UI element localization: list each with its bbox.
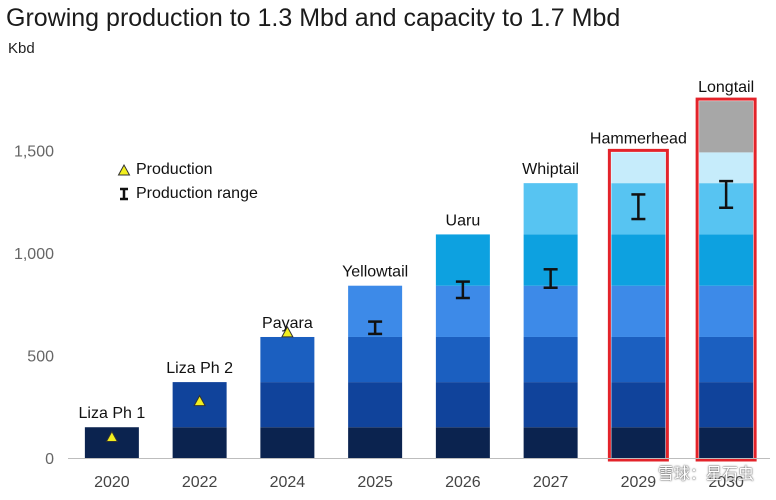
legend-production: Production [116, 158, 258, 182]
x-tick-label: 2026 [445, 474, 481, 491]
bar-segment [172, 427, 227, 458]
bar-label: Liza Ph 1 [79, 405, 146, 422]
bar-segment [435, 234, 490, 286]
chart-title: Growing production to 1.3 Mbd and capaci… [6, 4, 621, 32]
bar-segment [699, 234, 754, 286]
bar-segment [523, 382, 578, 428]
bar-segment [435, 427, 490, 458]
x-tick-label: 2030 [708, 474, 744, 491]
bar-segment [523, 427, 578, 458]
y-axis-unit: Kbd [8, 40, 35, 57]
highlight-border [695, 97, 757, 462]
bar-label: Hammerhead [590, 130, 687, 147]
bar-segment [611, 234, 666, 286]
production-marker [193, 394, 206, 407]
watermark: 雪球：星石虫 [657, 466, 754, 483]
bar-segment [699, 152, 754, 184]
production-marker [281, 325, 294, 338]
bar-segment [348, 336, 403, 383]
bar-label: Uaru [446, 212, 481, 229]
bar-segment [523, 285, 578, 337]
bar-segment [260, 382, 315, 428]
bar-segment [435, 382, 490, 428]
bar-segment [435, 336, 490, 383]
x-tick-label: 2025 [357, 474, 393, 491]
legend-range-label: Production range [136, 185, 258, 202]
bar-segment [611, 285, 666, 337]
bar-segment [348, 427, 403, 458]
legend-production-label: Production [136, 161, 213, 178]
x-tick-label: 2027 [533, 474, 569, 491]
bar-segment [611, 152, 666, 184]
range-bar-icon [120, 187, 128, 201]
bar-segment [611, 427, 666, 458]
bar-segment [260, 427, 315, 458]
bar-label: Longtail [698, 79, 754, 96]
bar-segment [523, 183, 578, 235]
x-tick-label: 2029 [621, 474, 657, 491]
y-tick-label: 0 [45, 451, 54, 468]
bar-segment [699, 101, 754, 153]
triangle-icon [117, 163, 131, 176]
bar-segment [611, 336, 666, 383]
y-tick-label: 500 [27, 348, 54, 365]
bar-segment [699, 382, 754, 428]
bar-segment [348, 382, 403, 428]
x-tick-label: 2022 [182, 474, 218, 491]
bar-segment [260, 336, 315, 383]
highlight-border [607, 148, 669, 462]
bar-segment [699, 285, 754, 337]
bar-label: Payara [262, 315, 313, 332]
legend-range: Production range [116, 182, 258, 206]
bar-segment [699, 427, 754, 458]
x-tick-label: 2020 [94, 474, 130, 491]
bar-label: Liza Ph 2 [166, 360, 233, 377]
bar-segment [611, 382, 666, 428]
bar-label: Whiptail [522, 161, 579, 178]
bar-segment [523, 336, 578, 383]
production-marker [105, 430, 119, 442]
y-tick-label: 1,500 [14, 143, 54, 160]
x-tick-label: 2024 [270, 474, 306, 491]
legend: Production Production range [116, 158, 258, 206]
bar-label: Yellowtail [342, 264, 408, 281]
y-tick-label: 1,000 [14, 246, 54, 263]
bar-segment [699, 336, 754, 383]
